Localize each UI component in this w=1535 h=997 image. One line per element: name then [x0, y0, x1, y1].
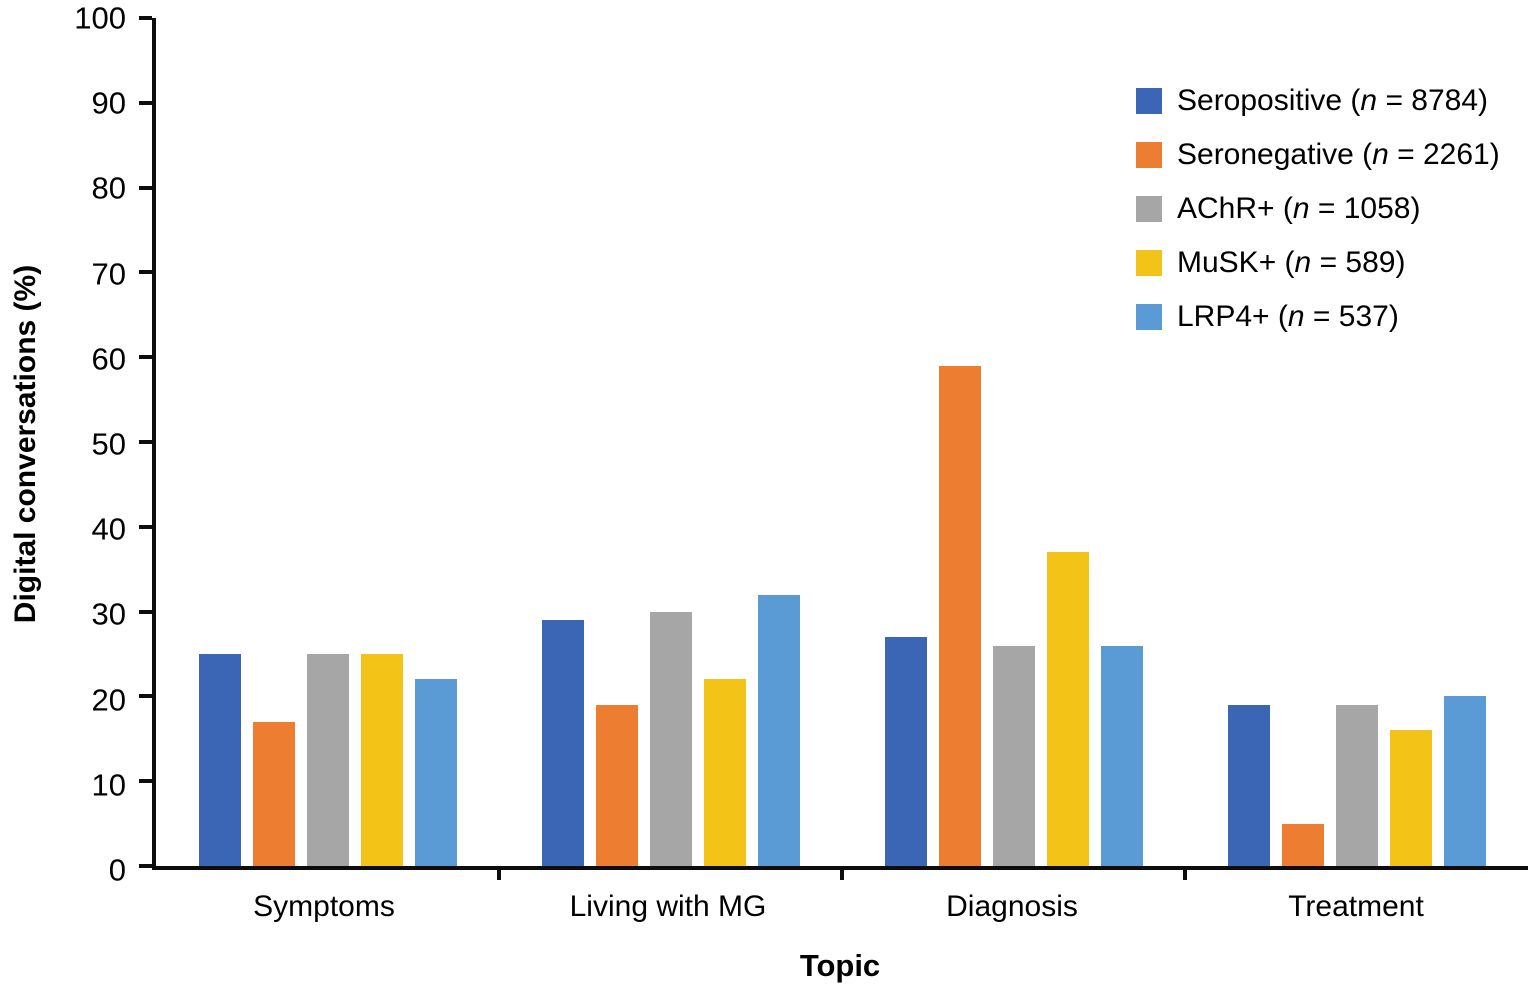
bar-groups	[156, 18, 1528, 866]
bar-achr	[306, 654, 349, 866]
bar-group	[842, 18, 1185, 866]
y-tick-label: 80	[91, 170, 126, 206]
legend-item: AChR+ (n = 1058)	[1136, 194, 1500, 224]
y-tick-label: 100	[74, 0, 126, 36]
bar-achr	[1335, 704, 1378, 866]
y-tick-label: 0	[108, 852, 126, 888]
y-tick-mark	[139, 100, 152, 105]
bar-musk	[1389, 730, 1432, 866]
bar-seropositive	[541, 620, 584, 866]
x-category-label: Treatment	[1288, 890, 1424, 923]
legend: Seropositive (n = 8784) Seronegative (n =…	[1136, 86, 1500, 332]
y-tick-mark	[139, 694, 152, 699]
legend-swatch	[1136, 304, 1162, 330]
bar-seronegative	[252, 721, 295, 866]
x-axis-separator	[497, 866, 501, 880]
legend-item: Seropositive (n = 8784)	[1136, 86, 1500, 116]
legend-label: Seropositive (n = 8784)	[1177, 84, 1489, 117]
y-tick-label: 30	[91, 596, 126, 632]
bar-musk	[703, 679, 746, 866]
bar-group	[156, 18, 499, 866]
bar-seropositive	[1227, 704, 1270, 866]
bar-seronegative	[595, 704, 638, 866]
bar-seronegative	[1281, 823, 1324, 866]
y-axis-ticks: 0 10 20 30 40 50 60 70 80 90 100	[0, 3, 152, 886]
legend-label: AChR+ (n = 1058)	[1177, 192, 1421, 225]
legend-label: LRP4+ (n = 537)	[1177, 300, 1399, 333]
y-tick-mark	[139, 355, 152, 360]
x-category-label: Diagnosis	[946, 890, 1078, 923]
x-category-label: Symptoms	[253, 890, 395, 923]
y-tick-mark	[139, 609, 152, 614]
bar-seropositive	[198, 654, 241, 866]
y-tick-label: 70	[91, 256, 126, 292]
y-tick-mark	[139, 185, 152, 190]
y-tick-mark	[139, 16, 152, 20]
plot-area	[139, 16, 1528, 880]
legend-item: MuSK+ (n = 589)	[1136, 248, 1500, 278]
x-category-label: Living with MG	[569, 890, 767, 923]
bar-seronegative	[938, 365, 981, 866]
bar-achr	[992, 645, 1035, 866]
legend-item: Seronegative (n = 2261)	[1136, 140, 1500, 170]
bar-lrp4	[1443, 696, 1486, 866]
bar-lrp4	[1100, 645, 1143, 866]
legend-swatch	[1136, 250, 1162, 276]
y-tick-label: 40	[91, 511, 126, 547]
bar-group	[1185, 18, 1528, 866]
y-tick-label: 90	[91, 85, 126, 121]
x-axis-separator	[1183, 866, 1187, 880]
bar-achr	[649, 611, 692, 866]
bar-lrp4	[757, 594, 800, 866]
y-tick-label: 60	[91, 341, 126, 377]
bar-musk	[1046, 552, 1089, 866]
y-tick-mark	[139, 440, 152, 444]
y-tick-mark	[139, 270, 152, 275]
bar-group	[499, 18, 842, 866]
y-tick-mark	[139, 864, 152, 868]
legend-item: LRP4+ (n = 537)	[1136, 302, 1500, 332]
legend-label: Seronegative (n = 2261)	[1177, 138, 1500, 171]
legend-swatch	[1136, 88, 1162, 114]
bar-seropositive	[884, 637, 927, 866]
legend-swatch	[1136, 196, 1162, 222]
y-tick-label: 10	[91, 767, 126, 803]
y-tick-mark	[139, 524, 152, 529]
x-axis-separator	[840, 866, 844, 880]
bar-musk	[360, 654, 403, 866]
legend-swatch	[1136, 142, 1162, 168]
x-category-labels: Symptoms Living with MG Diagnosis Treatment	[152, 890, 1528, 924]
y-tick-mark	[139, 779, 152, 784]
y-tick-label: 20	[91, 682, 126, 718]
legend-label: MuSK+ (n = 589)	[1177, 246, 1406, 279]
x-axis-title: Topic	[799, 948, 881, 983]
bar-lrp4	[414, 679, 457, 866]
y-tick-label: 50	[91, 426, 126, 462]
